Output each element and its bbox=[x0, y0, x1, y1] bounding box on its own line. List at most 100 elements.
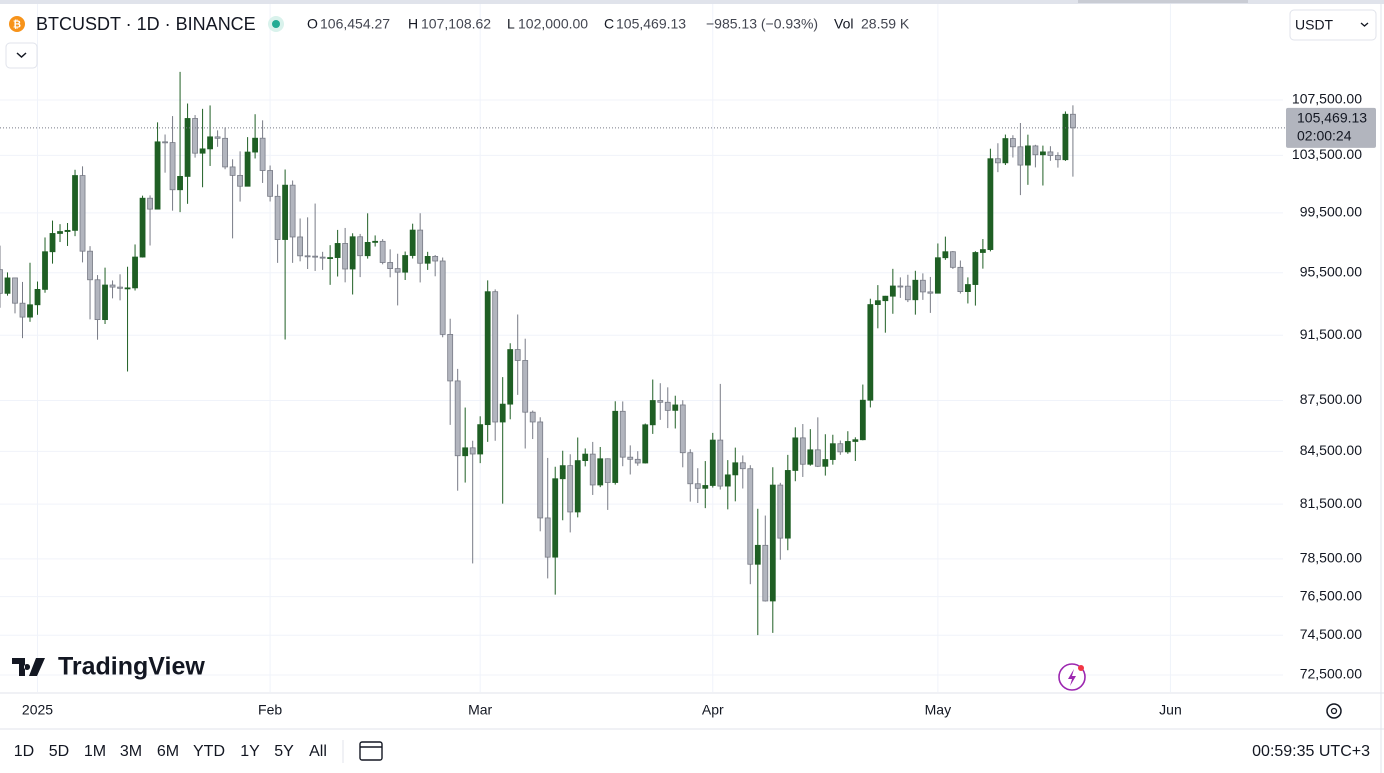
y-tick-label: 87,500.00 bbox=[1300, 391, 1362, 407]
candle-body bbox=[27, 304, 33, 318]
x-tick-label: May bbox=[925, 702, 951, 718]
candle-body bbox=[627, 456, 634, 460]
candle-body bbox=[642, 424, 649, 464]
candle-body bbox=[439, 260, 446, 335]
symbol[interactable]: BTCUSDT · 1D · BINANCE bbox=[36, 14, 256, 34]
clock[interactable]: 00:59:35 UTC+3 bbox=[1252, 743, 1370, 760]
countdown: 02:00:24 bbox=[1297, 128, 1352, 144]
candle-body bbox=[79, 175, 86, 252]
candle-body bbox=[859, 399, 866, 441]
range-button[interactable]: 1Y bbox=[240, 743, 260, 760]
candle-body bbox=[1055, 155, 1061, 161]
candle-body bbox=[829, 443, 836, 460]
range-button[interactable]: 5D bbox=[49, 743, 69, 760]
chevron bbox=[16, 52, 27, 59]
x-tick-label: Feb bbox=[258, 702, 282, 718]
btc-icon bbox=[9, 16, 25, 32]
candle-body bbox=[1047, 151, 1054, 156]
bolt bbox=[1068, 669, 1076, 686]
candle-body bbox=[447, 333, 454, 382]
candle-body bbox=[1032, 145, 1039, 156]
candle-body bbox=[1062, 113, 1069, 161]
close-label: C bbox=[604, 16, 614, 32]
candle-body bbox=[762, 544, 769, 602]
candle-body bbox=[4, 277, 11, 294]
candle-body bbox=[724, 474, 731, 487]
range-button[interactable]: YTD bbox=[193, 743, 225, 760]
candle-body bbox=[544, 517, 551, 558]
candle-body bbox=[417, 229, 424, 264]
candle-body bbox=[117, 286, 123, 289]
candle-body bbox=[874, 300, 881, 305]
currency: USDT bbox=[1295, 17, 1334, 33]
candle-body bbox=[364, 241, 371, 257]
tv-logo bbox=[12, 658, 45, 676]
candle-body bbox=[814, 449, 821, 467]
range-button[interactable]: 3M bbox=[120, 743, 142, 760]
collapse-button[interactable] bbox=[5, 42, 38, 69]
candle-body bbox=[0, 269, 3, 294]
change: −985.13 (−0.93%) bbox=[706, 16, 818, 32]
candle-body bbox=[229, 166, 236, 176]
candle-body bbox=[184, 118, 191, 177]
candle-body bbox=[807, 449, 814, 465]
candle-body bbox=[432, 255, 439, 262]
settings[interactable] bbox=[1326, 703, 1342, 719]
candle-body bbox=[852, 439, 859, 442]
candle-body bbox=[499, 403, 506, 423]
candle-body bbox=[822, 459, 829, 467]
candle-body bbox=[102, 284, 108, 321]
candle-body bbox=[1070, 113, 1076, 129]
candle-body bbox=[139, 197, 146, 258]
overlay: 2025 Feb Mar Apr May Jun 72,500.00 74,500.00 76,… bbox=[0, 91, 1376, 718]
range-buttons: 1D 5D 1M 3M 6M YTD 1Y 5Y All bbox=[14, 743, 327, 760]
candle-body bbox=[387, 262, 394, 270]
x-tick-label: Mar bbox=[468, 702, 492, 718]
candle-body bbox=[162, 141, 168, 144]
candle-body bbox=[402, 255, 409, 273]
high-label: H bbox=[408, 16, 418, 32]
candle-body bbox=[987, 158, 994, 250]
range-button[interactable]: 5Y bbox=[274, 743, 294, 760]
y-tick-label: 76,500.00 bbox=[1300, 587, 1362, 603]
candle-body bbox=[237, 174, 243, 187]
candle-body bbox=[717, 439, 724, 487]
low-value: 102,000.00 bbox=[518, 16, 588, 32]
currency-select[interactable] bbox=[1289, 9, 1377, 41]
x-tick-label: 2025 bbox=[22, 702, 53, 718]
btc-icon-glyph: ₿ bbox=[13, 19, 21, 31]
candle-body bbox=[72, 175, 78, 231]
goto-date[interactable] bbox=[359, 741, 383, 761]
grid bbox=[0, 0, 1283, 692]
candle-body bbox=[889, 285, 896, 297]
range-button[interactable]: All bbox=[309, 743, 327, 760]
candle-body bbox=[319, 256, 326, 259]
range-button[interactable]: 1M bbox=[84, 743, 106, 760]
candle-body bbox=[312, 255, 319, 258]
market-status-dot bbox=[272, 20, 280, 28]
candle-body bbox=[657, 400, 664, 403]
candle-body bbox=[747, 468, 754, 565]
candle-body bbox=[949, 251, 956, 268]
candle-body bbox=[342, 243, 349, 270]
candle-body bbox=[769, 484, 776, 602]
top-border bbox=[0, 0, 1384, 4]
y-tick-label: 95,500.00 bbox=[1300, 263, 1362, 279]
candle-body bbox=[604, 458, 611, 483]
candle-body bbox=[732, 462, 739, 476]
candle-body bbox=[552, 478, 559, 558]
candle-body bbox=[372, 240, 379, 243]
candle-body bbox=[379, 240, 386, 263]
high-value: 107,108.62 bbox=[421, 16, 491, 32]
candle-body bbox=[507, 349, 514, 405]
candle-body bbox=[844, 441, 851, 453]
range-button[interactable]: 6M bbox=[157, 743, 179, 760]
candle-body bbox=[12, 277, 18, 304]
candle-body bbox=[882, 295, 889, 302]
candle-body bbox=[972, 252, 979, 285]
candle-body bbox=[349, 236, 356, 270]
range-button[interactable]: 1D bbox=[14, 743, 34, 760]
candle-body bbox=[912, 279, 919, 301]
candle-body bbox=[1040, 151, 1046, 156]
